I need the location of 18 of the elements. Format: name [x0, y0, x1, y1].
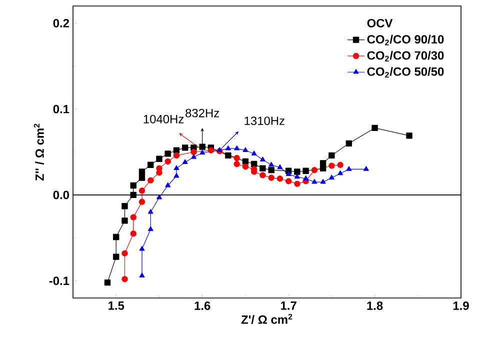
- legend-label: CO$_{2}$/CO 90/10: [367, 34, 444, 46]
- annotation: 1040Hz: [144, 114, 184, 124]
- y-tick-label: 0.1: [53, 104, 70, 114]
- x-tick-label: 1.9: [453, 302, 469, 310]
- y-tick-label: 0.0: [53, 190, 69, 200]
- legend-label: CO$_{2}$/CO 50/50: [367, 67, 444, 78]
- y-tick-label: 0.2: [53, 18, 70, 28]
- annotation: 832Hz: [186, 108, 220, 118]
- legend-title: OCV: [367, 18, 393, 28]
- x-tick-label: 1.7: [280, 302, 296, 310]
- annotation: 1310Hz: [244, 116, 284, 126]
- x-tick-label: 1.5: [108, 302, 124, 310]
- y-axis-title: Z'' / Ω cm$^{2}$: [34, 124, 44, 181]
- x-tick-label: 1.6: [194, 302, 210, 310]
- y-tick-label: -0.1: [49, 276, 70, 286]
- x-tick-label: 1.8: [367, 302, 383, 310]
- legend-label: CO$_{2}$/CO 70/30: [367, 50, 444, 62]
- x-axis-title: Z'/ Ω cm$^{2}$: [241, 314, 292, 324]
